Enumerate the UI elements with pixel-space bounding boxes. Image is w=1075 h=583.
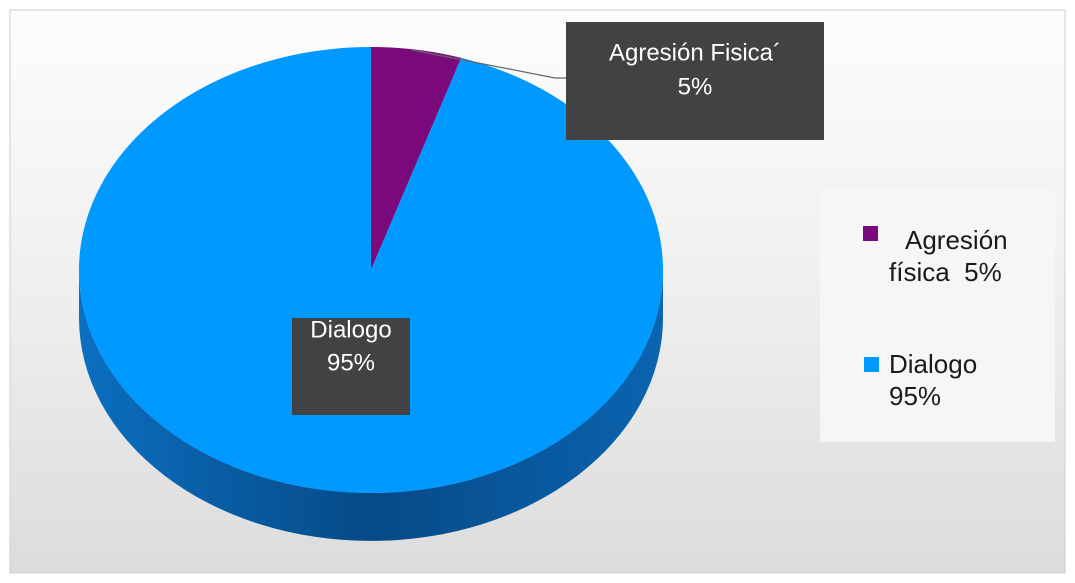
pie-side — [79, 270, 663, 541]
data-label-category: Dialogo — [310, 316, 391, 343]
legend-marker — [863, 226, 878, 241]
legend-box — [820, 188, 1055, 442]
data-label-value: 5% — [678, 73, 713, 100]
data-label-value: 95% — [327, 349, 375, 376]
legend-marker — [864, 357, 879, 372]
legend-label: Agresión física 5% — [889, 225, 1015, 287]
data-label-box — [566, 22, 824, 140]
pie-slice — [78, 47, 663, 493]
pie-slice — [371, 47, 462, 270]
data-label-category: Agresión Fisica´ — [609, 39, 781, 66]
leader-line — [411, 49, 566, 79]
legend-label: Dialogo 95% — [889, 349, 985, 411]
data-label-box — [292, 318, 410, 415]
